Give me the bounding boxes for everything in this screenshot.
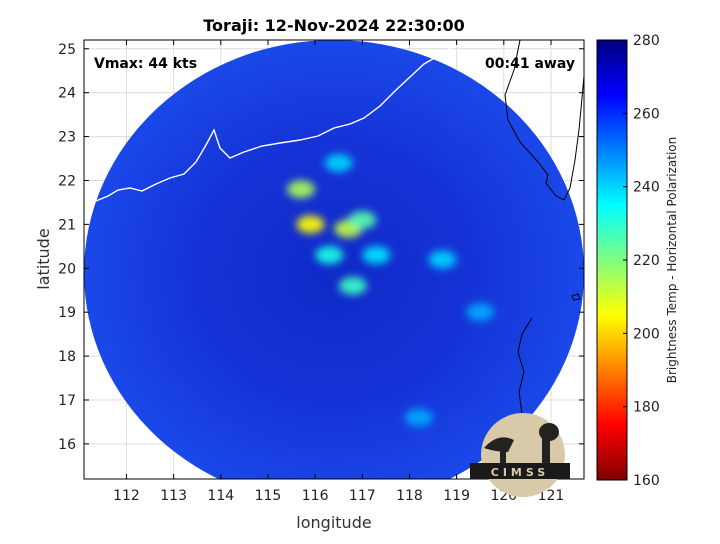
convective-feature <box>324 153 353 172</box>
logo-text: CIMSS <box>491 466 549 479</box>
x-axis-ticks: 112 113 114 115 116 117 118 119 120 121 <box>113 40 564 504</box>
convective-feature <box>315 246 344 265</box>
x-axis-label: longitude <box>296 513 371 532</box>
logo-dish-stand <box>500 450 506 464</box>
y-tick-label: 16 <box>58 437 76 453</box>
colorbar-ticks: 160 180 200 220 240 260 280 <box>623 33 660 489</box>
convective-features <box>286 153 495 427</box>
colorbar-tick-label: 220 <box>633 253 660 269</box>
x-tick-label: 119 <box>443 488 470 504</box>
x-tick-label: 117 <box>349 488 376 504</box>
colorbar-tick-label: 260 <box>633 106 660 122</box>
y-tick-label: 24 <box>58 86 76 102</box>
colorbar-tick-label: 180 <box>633 400 660 416</box>
logo-tower <box>542 438 550 476</box>
x-tick-label: 114 <box>207 488 234 504</box>
y-tick-label: 22 <box>58 173 76 189</box>
convective-feature <box>286 180 315 199</box>
time-away-annotation: 00:41 away <box>485 56 575 72</box>
x-tick-label: 118 <box>396 488 423 504</box>
colorbar-tick-label: 280 <box>633 33 660 49</box>
y-tick-label: 21 <box>58 217 76 233</box>
convective-feature <box>338 276 367 295</box>
x-tick-label: 121 <box>538 488 565 504</box>
convective-feature <box>348 210 377 229</box>
convective-feature <box>466 303 495 322</box>
coastline-china <box>84 42 461 204</box>
x-tick-label: 116 <box>302 488 329 504</box>
coastline-luzon <box>504 40 584 201</box>
coastline-islet <box>571 293 581 301</box>
logo-tank <box>539 423 559 441</box>
cimss-logo: CIMSS <box>470 413 570 497</box>
logo-dish <box>484 437 514 452</box>
x-tick-label: 113 <box>160 488 187 504</box>
chart-title: Toraji: 12-Nov-2024 22:30:00 <box>203 16 464 35</box>
y-tick-label: 19 <box>58 305 76 321</box>
convective-feature <box>404 408 433 427</box>
colorbar-tick-label: 240 <box>633 180 660 196</box>
convective-feature <box>362 246 391 265</box>
y-tick-label: 18 <box>58 349 76 365</box>
logo-band <box>470 463 570 479</box>
y-tick-label: 23 <box>58 130 76 146</box>
colorbar-label: Brightness Temp - Horizontal Polarizatio… <box>665 137 679 384</box>
y-axis-ticks: 16 17 18 19 20 21 22 23 24 25 <box>58 42 584 453</box>
coastline <box>84 42 461 204</box>
convective-feature <box>296 215 325 234</box>
colorbar-tick-label: 160 <box>633 473 660 489</box>
colorbar <box>596 39 628 481</box>
x-tick-label: 115 <box>255 488 282 504</box>
colorbar-tick-label: 200 <box>633 326 660 342</box>
y-tick-label: 20 <box>58 261 76 277</box>
y-tick-label: 17 <box>58 393 76 409</box>
x-tick-label: 112 <box>113 488 140 504</box>
vmax-annotation: Vmax: 44 kts <box>94 56 197 72</box>
plot-frame <box>83 39 585 480</box>
convective-feature <box>428 250 457 269</box>
y-axis-label: latitude <box>34 228 53 289</box>
y-tick-label: 25 <box>58 42 76 58</box>
